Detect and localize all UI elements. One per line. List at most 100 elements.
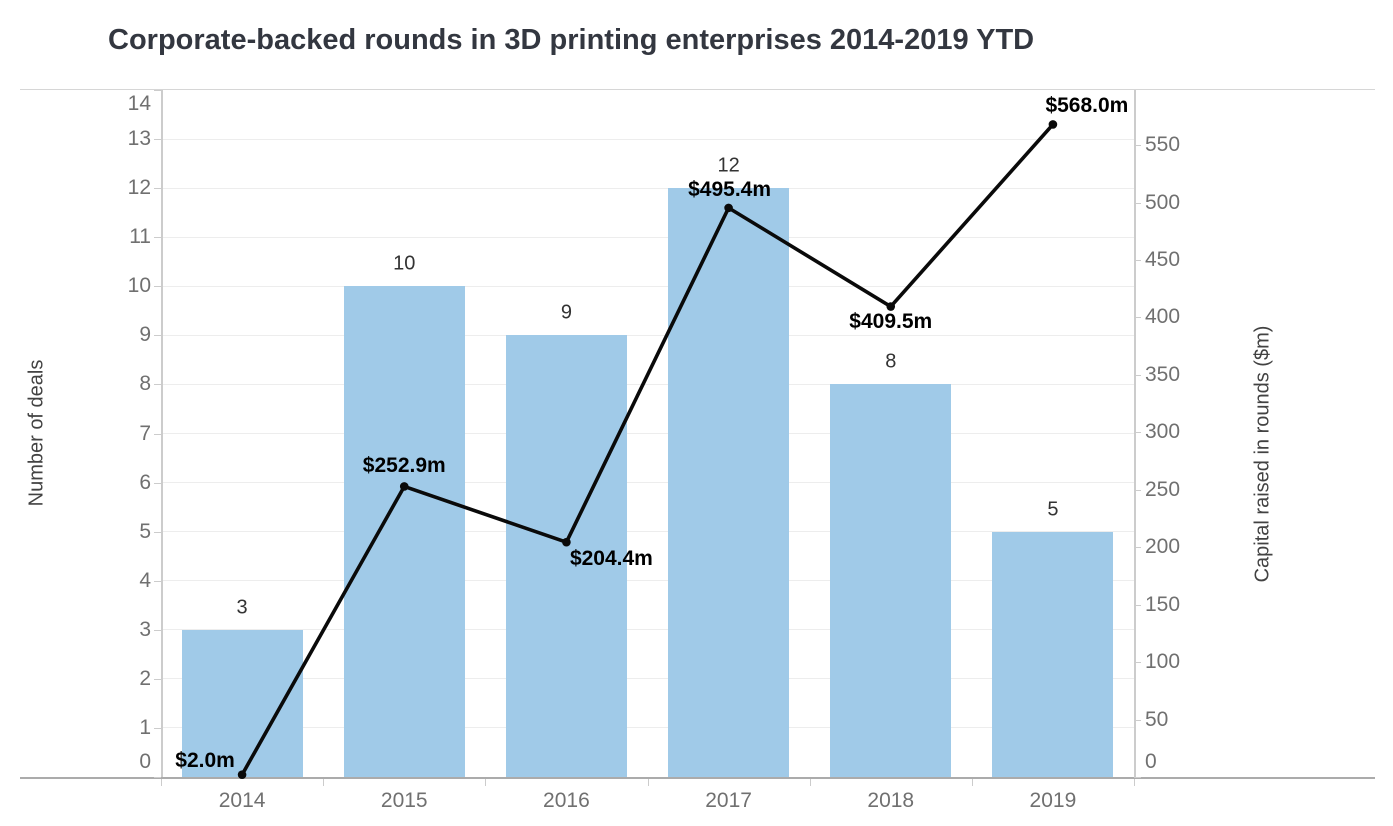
y-tick-label-left: 3 — [139, 617, 151, 641]
bar — [830, 384, 952, 777]
y-tick-label-right: 400 — [1145, 305, 1181, 329]
bar — [343, 286, 465, 777]
x-axis-tick-mark — [647, 779, 649, 786]
x-axis-tick-mark — [1134, 779, 1135, 786]
left-axis-tick-mark — [154, 678, 161, 680]
x-tick-label: 2014 — [218, 789, 266, 812]
gridline — [161, 383, 1134, 385]
right-axis-tick-mark — [1134, 202, 1141, 204]
bar — [992, 531, 1114, 777]
bar-value-label: 9 — [560, 301, 572, 324]
x-axis-tick-mark — [161, 779, 162, 786]
y-tick-label-left: 6 — [139, 470, 151, 494]
y-tick-label-right: 0 — [1145, 750, 1157, 773]
x-tick-label: 2019 — [1029, 789, 1077, 812]
bar-value-label: 3 — [236, 596, 248, 619]
x-axis-tick-mark — [809, 779, 811, 786]
y-tick-label-left: 0 — [139, 750, 151, 773]
line-point-marker — [562, 537, 571, 547]
x-axis-tick-mark — [323, 779, 325, 786]
bar — [668, 188, 790, 777]
left-axis-tick-mark — [154, 286, 161, 288]
left-axis-tick-mark — [154, 188, 161, 190]
left-axis-tick-mark — [154, 384, 161, 386]
y-tick-label-left: 11 — [129, 225, 151, 249]
gridline — [161, 187, 1134, 189]
y-tick-label-left: 14 — [127, 92, 151, 115]
line-point-marker — [237, 770, 247, 780]
y-axis-right-line — [1134, 90, 1136, 777]
gridline — [161, 678, 1134, 680]
bar — [505, 335, 627, 777]
gridline — [161, 334, 1134, 336]
left-axis-tick-mark — [154, 90, 161, 91]
right-axis-tick-mark — [1134, 662, 1141, 664]
line-point-marker — [1048, 120, 1058, 129]
y-tick-label-left: 7 — [139, 421, 151, 445]
y-tick-label-right: 500 — [1145, 190, 1181, 214]
y-tick-label-left: 5 — [139, 519, 151, 543]
y-tick-label-right: 250 — [1145, 477, 1181, 501]
left-axis-tick-mark — [154, 433, 161, 435]
gridline — [161, 727, 1134, 729]
y-tick-label-right: 50 — [1145, 707, 1169, 731]
left-axis-tick-mark — [154, 580, 161, 582]
gridline — [161, 285, 1134, 287]
bar-value-label: 8 — [885, 350, 897, 373]
x-tick-label: 2016 — [543, 789, 590, 812]
y-tick-label-right: 300 — [1145, 420, 1181, 444]
y-tick-label-left: 1 — [139, 715, 151, 739]
line-value-label: $2.0m — [175, 748, 235, 772]
right-axis-tick-mark — [1134, 604, 1141, 606]
left-axis-tick-mark — [154, 531, 161, 533]
right-axis-tick-mark — [1134, 145, 1141, 147]
left-axis-tick-mark — [154, 727, 161, 729]
left-axis-tick-mark — [154, 482, 161, 484]
y-tick-label-right: 350 — [1145, 362, 1181, 386]
line-value-label: $495.4m — [688, 177, 772, 201]
right-axis-tick-mark — [1134, 777, 1141, 778]
line-value-label: $252.9m — [362, 454, 446, 478]
y-axis-left-line — [161, 90, 163, 777]
left-axis-tick-mark — [154, 237, 161, 239]
gridline — [161, 236, 1134, 238]
line-value-label: $568.0m — [1045, 94, 1129, 118]
left-axis-tick-mark — [154, 139, 161, 141]
line-point-marker — [399, 482, 409, 491]
right-axis-tick-mark — [1134, 432, 1141, 434]
x-tick-label: 2018 — [867, 789, 915, 812]
x-tick-label: 2017 — [705, 789, 752, 812]
y-tick-label-right: 450 — [1145, 248, 1181, 272]
y-tick-label-right: 100 — [1145, 650, 1181, 674]
left-axis-tick-mark — [154, 777, 161, 778]
gridline — [161, 433, 1134, 434]
right-axis-tick-mark — [1134, 489, 1141, 491]
chart-title: Corporate-backed rounds in 3D printing e… — [108, 24, 1035, 56]
line-value-label: $409.5m — [849, 309, 933, 333]
line-point-marker — [724, 203, 733, 213]
left-axis-tick-mark — [154, 335, 161, 337]
line-path — [240, 122, 1055, 777]
bar-value-label: 5 — [1047, 498, 1059, 521]
y-tick-label-left: 13 — [127, 127, 151, 151]
left-axis-tick-mark — [154, 629, 161, 631]
right-axis-tick-mark — [1134, 547, 1141, 549]
gridline — [161, 531, 1134, 533]
gridline — [161, 482, 1134, 484]
line-value-label: $204.4m — [569, 547, 653, 571]
y-tick-label-left: 2 — [139, 666, 151, 690]
x-axis-line — [20, 777, 1375, 779]
bar-value-label: 12 — [717, 154, 740, 177]
right-axis-tick-mark — [1134, 719, 1141, 721]
gridline — [161, 629, 1134, 631]
y-tick-label-left: 8 — [139, 372, 151, 396]
plot-top-border — [20, 89, 1375, 90]
x-axis-tick-mark — [485, 779, 487, 786]
right-axis-tick-mark — [1134, 374, 1141, 376]
y-tick-label-left: 10 — [127, 274, 151, 298]
y-tick-label-right: 550 — [1145, 133, 1181, 157]
line-point-marker — [886, 302, 896, 311]
gridline — [161, 138, 1134, 140]
